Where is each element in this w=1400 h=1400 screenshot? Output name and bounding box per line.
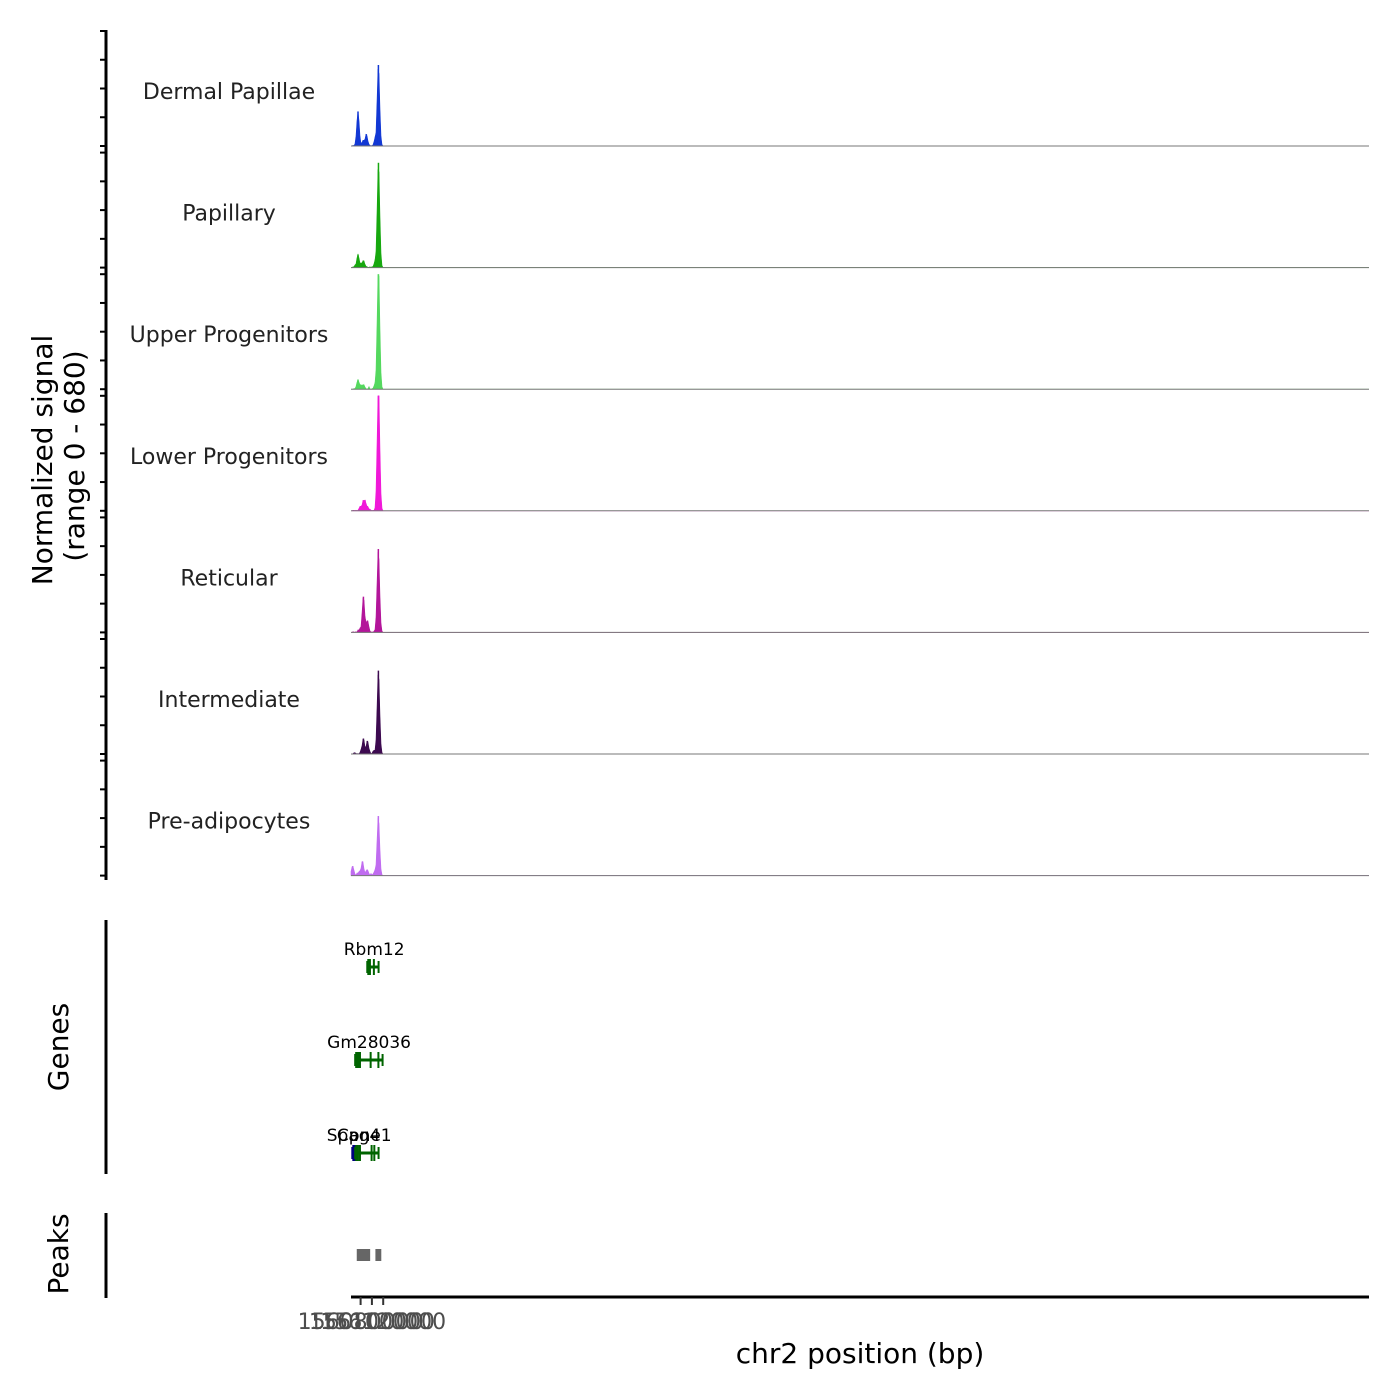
x-axis-tick-label: 156120000 — [320, 1310, 446, 1335]
coverage-tracks: Dermal Papillae Papillary Upper Progenitor… — [130, 65, 1369, 877]
gene-label: Spag4 — [327, 1126, 381, 1146]
coverage-axis: Normalized signal (range 0 - 680) — [26, 30, 108, 880]
coverage-track: Pre-adipocytes — [148, 810, 1369, 877]
x-axis-tick-label: 156080000 — [298, 1310, 424, 1335]
gene-label: Cpne1 — [337, 1126, 392, 1146]
track-label: Papillary — [182, 202, 276, 227]
peak-region — [375, 1249, 379, 1261]
coverage-track: Upper Progenitors — [130, 274, 1369, 390]
gene-label: Gm28036 — [327, 1033, 411, 1053]
track-label: Reticular — [180, 566, 278, 591]
coverage-axis-ticks — [100, 30, 106, 877]
gene-exon — [356, 1052, 359, 1068]
coverage-track: Reticular — [180, 549, 1369, 633]
coverage-area — [351, 274, 1369, 390]
gene-label: Rbm12 — [344, 940, 405, 960]
coverage-track: Papillary — [182, 162, 1369, 269]
peaks-axis-title: Peaks — [42, 1213, 75, 1294]
peak-region — [360, 1249, 364, 1261]
gene-exon — [370, 1145, 373, 1161]
peak-region — [367, 1249, 371, 1261]
peak-region — [378, 1249, 382, 1261]
coverage-axis-title: Normalized signal — [26, 335, 59, 586]
coverage-area — [351, 169, 1369, 268]
track-label: Intermediate — [158, 688, 300, 713]
gene-model: Rbm12 — [344, 940, 405, 975]
coverage-area — [351, 395, 1369, 512]
gene-exon — [373, 1145, 376, 1161]
peak-region — [362, 1249, 366, 1261]
peaks-panel: Peaks — [42, 1213, 382, 1298]
x-axis-title: chr2 position (bp) — [736, 1337, 985, 1370]
coverage-track: Intermediate — [158, 670, 1369, 755]
gene-model: Gm28036 — [327, 1033, 411, 1068]
track-label: Lower Progenitors — [130, 445, 328, 470]
coverage-area — [351, 674, 1369, 755]
coverage-area — [351, 552, 1369, 633]
coverage-axis-subtitle: (range 0 - 680) — [58, 350, 91, 561]
coverage-track: Dermal Papillae — [143, 65, 1369, 147]
gene-exon — [367, 959, 371, 975]
track-label: Upper Progenitors — [130, 323, 329, 348]
track-label: Dermal Papillae — [143, 80, 315, 105]
coverage-area — [350, 818, 1369, 876]
gene-exon — [369, 1052, 372, 1068]
track-label: Pre-adipocytes — [148, 810, 311, 835]
gene-exon — [358, 1145, 361, 1161]
coverage-area — [351, 68, 1369, 147]
gene-exon — [358, 1052, 361, 1068]
coverage-track: Lower Progenitors — [130, 395, 1369, 512]
peak-region — [357, 1249, 361, 1261]
x-axis-tick-label: 156100000 — [309, 1310, 435, 1335]
genes-axis-title: Genes — [42, 1003, 75, 1091]
gene-exon — [356, 1145, 359, 1161]
gene-model: Cpne1 — [337, 1126, 392, 1161]
peak-regions — [356, 1249, 382, 1261]
gene-exon — [357, 1052, 360, 1068]
